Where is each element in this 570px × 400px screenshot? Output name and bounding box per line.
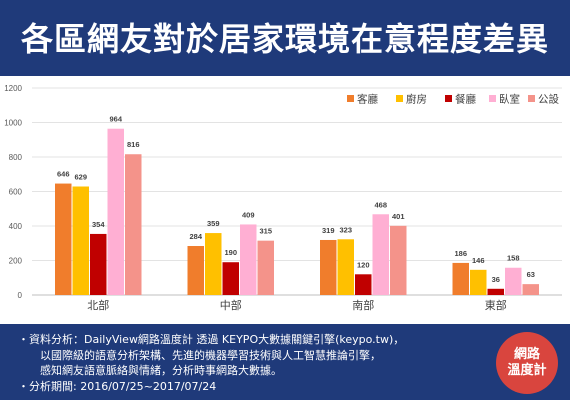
data-label: 646 — [57, 170, 70, 179]
data-label: 468 — [374, 200, 387, 209]
bar — [55, 183, 72, 295]
legend-label: 廚房 — [406, 93, 427, 106]
bar — [337, 239, 354, 295]
bar — [107, 128, 124, 295]
data-label: 146 — [472, 256, 485, 265]
bar — [470, 269, 487, 295]
legend-swatch — [445, 95, 452, 102]
bar — [522, 284, 539, 295]
logo-text-1: 網路 — [513, 347, 540, 362]
y-tick-label: 400 — [9, 222, 23, 231]
legend-label: 臥室 — [499, 93, 520, 106]
data-label: 158 — [507, 254, 520, 263]
data-label: 190 — [224, 248, 237, 257]
note-line-1: ・資料分析：DailyView網路溫度計 透過 KEYPO大數據關鍵引擎(key… — [18, 333, 405, 346]
logo-text-2: 溫度計 — [507, 363, 547, 378]
bar — [205, 233, 222, 295]
bar — [320, 239, 337, 295]
x-tick-label: 東部 — [485, 298, 507, 312]
legend-label: 餐廳 — [455, 93, 476, 106]
data-label: 409 — [242, 210, 255, 219]
x-tick-label: 中部 — [220, 298, 242, 312]
legend-swatch — [347, 95, 354, 102]
data-label: 401 — [392, 212, 405, 221]
note-line-4: ・分析期間: 2016/07/25~2017/07/24 — [18, 379, 217, 393]
bar — [505, 267, 522, 295]
legend-label: 客廳 — [357, 93, 378, 106]
bar — [257, 240, 274, 295]
y-tick-label: 0 — [18, 291, 23, 300]
data-label: 816 — [127, 140, 140, 149]
legend-label: 公設 — [538, 93, 559, 106]
chart-panel: 0 200 400 600 800 1000 1200 646 629 354 964 816 北部 28… — [0, 76, 570, 324]
y-tick-label: 200 — [9, 257, 23, 266]
legend-swatch — [528, 95, 535, 102]
y-tick-label: 600 — [9, 188, 23, 197]
bar — [125, 154, 142, 295]
bar — [72, 186, 89, 295]
data-label: 359 — [207, 219, 220, 228]
data-label: 323 — [339, 225, 352, 234]
y-tick-label: 1000 — [4, 119, 22, 128]
bar — [187, 246, 204, 295]
legend-swatch — [396, 95, 403, 102]
bar — [452, 262, 469, 295]
bar — [372, 214, 389, 295]
bar — [390, 225, 407, 295]
data-label: 36 — [492, 275, 500, 284]
data-label: 354 — [92, 220, 105, 229]
data-label: 120 — [357, 260, 370, 269]
data-label: 315 — [259, 227, 272, 236]
data-label: 186 — [454, 249, 467, 258]
data-label: 63 — [527, 270, 535, 279]
data-label: 964 — [109, 115, 122, 124]
legend-swatch — [489, 95, 496, 102]
y-tick-label: 1200 — [4, 84, 22, 93]
bar — [487, 288, 504, 295]
bar-chart: 0 200 400 600 800 1000 1200 646 629 354 964 816 北部 28… — [4, 84, 562, 312]
bar — [240, 224, 257, 295]
note-line-2: 以國際級的語意分析架構、先進的機器學習技術與人工智慧推論引擎， — [40, 348, 381, 362]
footer: ・資料分析：DailyView網路溫度計 透過 KEYPO大數據關鍵引擎(key… — [0, 324, 570, 400]
chart-title: 各區網友對於居家環境在意程度差異 — [20, 20, 549, 58]
bar — [90, 233, 107, 295]
data-label: 629 — [74, 172, 87, 181]
dailyview-logo: 網路 溫度計 — [496, 332, 558, 394]
note-line-3: 感知網友語意脈絡與情緒，分析時事網路大數據。 — [40, 364, 282, 377]
y-tick-label: 800 — [9, 153, 23, 162]
bar — [355, 274, 372, 295]
header: 各區網友對於居家環境在意程度差異 — [0, 0, 570, 76]
bar — [222, 262, 239, 295]
analysis-notes: ・資料分析：DailyView網路溫度計 透過 KEYPO大數據關鍵引擎(key… — [18, 332, 488, 394]
x-tick-label: 南部 — [352, 298, 374, 312]
data-label: 319 — [322, 226, 335, 235]
x-tick-label: 北部 — [87, 298, 109, 312]
data-label: 284 — [189, 232, 202, 241]
